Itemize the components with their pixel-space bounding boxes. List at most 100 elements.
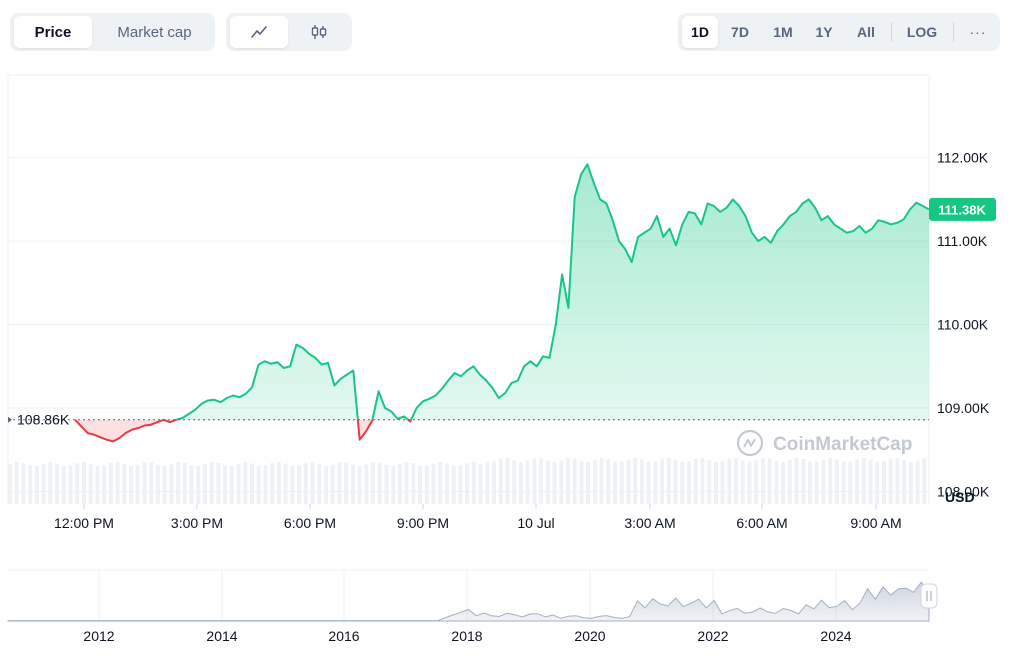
volume-bar <box>518 462 523 504</box>
candlestick-button[interactable] <box>290 16 348 48</box>
volume-bar <box>290 465 295 504</box>
volume-bar <box>209 462 214 504</box>
volume-bar <box>525 460 530 504</box>
navigator-tick-label: 2022 <box>697 628 728 644</box>
volume-bar <box>908 462 913 504</box>
volume-bar <box>700 458 705 504</box>
volume-bar <box>478 463 483 504</box>
watermark-text: CoinMarketCap <box>773 434 912 455</box>
volume-bar <box>646 461 651 504</box>
volume-bar <box>149 462 154 504</box>
volume-bar <box>458 465 463 504</box>
volume-bar <box>310 462 315 504</box>
volume-bar <box>350 464 355 504</box>
volume-bar <box>337 462 342 504</box>
range-1y-button[interactable]: 1Y <box>806 16 842 48</box>
volume-bar <box>203 464 207 504</box>
x-axis-labels: 12:00 PM 3:00 PM 6:00 PM 9:00 PM 10 Jul 3:00 … <box>54 504 902 531</box>
range-1m-button[interactable]: 1M <box>763 16 803 48</box>
navigator-area <box>7 581 930 622</box>
volume-bar <box>707 460 712 504</box>
volume-bar <box>814 461 819 504</box>
volume-bar <box>653 461 658 504</box>
x-tick-label: 9:00 PM <box>397 515 449 531</box>
log-scale-button[interactable]: LOG <box>898 16 946 48</box>
x-tick-label: 3:00 AM <box>624 515 675 531</box>
reference-price-label: 108.86K <box>17 412 70 428</box>
y-tick-label: 112.00K <box>937 150 989 166</box>
volume-bar <box>485 461 490 504</box>
line-chart-button[interactable] <box>230 16 288 48</box>
volume-bar <box>330 464 335 504</box>
volume-bar <box>465 463 470 504</box>
volume-bar <box>680 461 685 504</box>
volume-bar <box>68 465 73 504</box>
volume-bar <box>431 463 436 504</box>
volume-bar <box>371 462 375 504</box>
x-tick-label: 10 Jul <box>517 515 554 531</box>
volume-bar <box>881 461 886 504</box>
volume-bar <box>324 466 328 504</box>
volume-bar <box>176 462 181 504</box>
volume-bar <box>196 465 201 504</box>
volume-bar <box>357 466 362 504</box>
price-tab[interactable]: Price <box>14 16 92 48</box>
range-1d-button[interactable]: 1D <box>682 16 718 48</box>
volume-bar <box>216 463 221 504</box>
volume-bar <box>787 460 792 504</box>
navigator-tick-label: 2018 <box>451 628 482 644</box>
volume-bar <box>28 465 33 504</box>
volume-bar <box>539 458 544 504</box>
volume-bar <box>8 464 12 504</box>
volume-bar <box>189 465 194 504</box>
x-tick-label: 6:00 AM <box>736 515 787 531</box>
volume-bar <box>404 462 409 504</box>
volume-bar <box>902 460 907 504</box>
navigator-handle[interactable] <box>920 583 938 609</box>
volume-bar <box>142 462 147 504</box>
volume-bar <box>303 462 308 504</box>
volume-bar <box>263 465 268 504</box>
volume-bar <box>169 464 174 504</box>
volume-bar <box>915 460 920 504</box>
volume-bar <box>21 463 26 504</box>
volume-bar <box>633 458 638 504</box>
coinmarketcap-logo-icon <box>736 429 764 457</box>
volume-bar <box>619 461 624 504</box>
current-price-badge <box>929 197 996 221</box>
y-tick-label: 110.00K <box>937 317 989 333</box>
volume-bar <box>283 463 288 504</box>
volume-bar <box>270 463 275 504</box>
volume-bar <box>828 458 833 504</box>
volume-bar <box>734 458 738 504</box>
more-options-button[interactable]: ··· <box>960 16 996 48</box>
volume-bar <box>639 459 644 504</box>
toolbar-divider <box>953 22 954 42</box>
volume-bar <box>740 460 745 504</box>
volume-bar <box>344 462 349 504</box>
navigator-handle-box[interactable] <box>920 583 938 609</box>
volume-bar <box>660 459 665 504</box>
navigator-tick-label: 2016 <box>328 628 359 644</box>
volume-bar <box>364 464 369 504</box>
volume-bar <box>834 459 839 504</box>
volume-bar <box>545 460 550 504</box>
volume-bar <box>391 465 396 504</box>
x-tick-label: 3:00 PM <box>171 515 223 531</box>
y-axis-labels: 108.00K 109.00K 110.00K 111.00K 112.00K <box>937 150 990 500</box>
volume-bar <box>55 463 60 504</box>
navigator-axis-labels: 2012 2014 2016 2018 2020 2022 2024 <box>83 628 851 644</box>
volume-bar <box>579 461 584 504</box>
volume-bar <box>424 465 429 504</box>
volume-bar <box>794 458 799 504</box>
navigator-tick-label: 2014 <box>206 628 237 644</box>
range-7d-button[interactable]: 7D <box>722 16 758 48</box>
volume-bar <box>922 458 927 504</box>
volume-bar <box>445 463 449 504</box>
volume-bar <box>895 458 900 504</box>
volume-bar <box>471 462 476 504</box>
range-all-button[interactable]: All <box>846 16 886 48</box>
price-line-up <box>74 163 930 420</box>
market-cap-tab[interactable]: Market cap <box>98 16 211 48</box>
